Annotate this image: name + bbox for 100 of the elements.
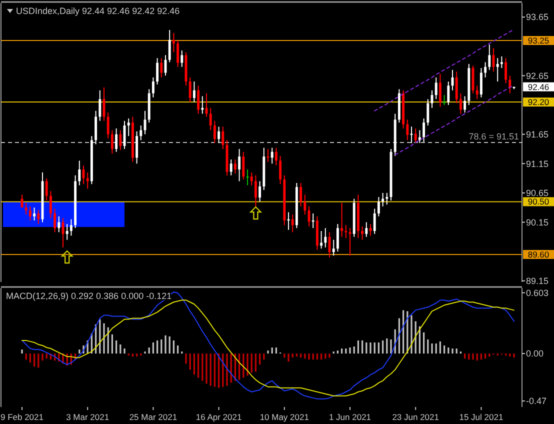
candlestick <box>476 85 478 100</box>
candlestick <box>414 128 417 144</box>
candlestick <box>279 155 282 185</box>
candlestick <box>70 218 72 236</box>
candlestick <box>140 125 142 141</box>
x-tick-label: 25 Mar 2021 <box>129 412 178 422</box>
candlestick <box>274 147 278 166</box>
candlestick <box>192 81 196 103</box>
candlestick <box>254 174 257 207</box>
candlestick <box>242 151 245 180</box>
candlestick <box>238 148 241 182</box>
candlestick <box>484 62 487 78</box>
y-tick-label: 0.603 <box>526 288 549 298</box>
candlestick <box>504 58 508 84</box>
y-tick-label: 92.65 <box>526 70 549 81</box>
candlestick <box>127 118 130 137</box>
x-tick-label: 3 Mar 2021 <box>66 412 110 422</box>
candlestick <box>45 178 48 202</box>
candlestick <box>438 73 442 108</box>
candlestick <box>304 194 306 216</box>
candlestick <box>24 202 28 216</box>
ref-line-label: 78.6 = 91.51 <box>468 132 519 142</box>
candlestick <box>488 44 491 70</box>
candlestick <box>300 182 302 207</box>
candlestick <box>209 107 212 131</box>
candlestick <box>426 98 430 126</box>
candlestick <box>320 230 323 250</box>
candlestick <box>480 68 482 98</box>
candlestick <box>422 118 426 142</box>
candlestick <box>434 76 438 100</box>
candlestick <box>152 76 154 98</box>
x-tick-label: 16 Apr 2021 <box>196 412 242 422</box>
y-tick-label: 91.65 <box>526 129 549 140</box>
candlestick <box>218 126 220 144</box>
candlestick <box>156 58 159 85</box>
y-tick-label: -0.47 <box>526 396 547 406</box>
candlestick <box>464 96 466 114</box>
candlestick <box>365 222 368 238</box>
text: 92.46 <box>528 82 550 92</box>
candlestick <box>459 92 462 114</box>
line-series <box>374 28 514 112</box>
x-tick-label: 9 Feb 2021 <box>0 412 44 422</box>
candlestick <box>136 130 138 164</box>
candlestick <box>373 208 376 234</box>
candlestick <box>455 71 458 104</box>
candlestick <box>78 160 81 186</box>
y-tick-label: 0.00 <box>526 348 544 359</box>
candlestick <box>340 202 344 238</box>
candlestick <box>410 126 413 144</box>
candlestick <box>377 196 380 217</box>
candlestick <box>168 29 171 63</box>
candlestick <box>213 120 216 144</box>
candlestick <box>37 209 40 224</box>
candlestick <box>160 58 163 78</box>
candlestick <box>180 50 184 68</box>
candlestick <box>500 56 503 69</box>
candlestick <box>58 216 60 233</box>
candlestick <box>188 76 192 103</box>
candlestick <box>94 110 98 145</box>
candlestick <box>447 81 450 106</box>
candlestick <box>222 126 224 150</box>
y-tick-label: 93.65 <box>526 12 549 22</box>
x-tick-label: 10 May 2021 <box>260 412 310 422</box>
x-tick-label: 15 Jul 2021 <box>459 412 504 422</box>
chart-title: USDIndex,Daily 92.44 92.46 92.42 92.46 <box>16 6 180 16</box>
ref-line-label: 90.50 <box>528 196 550 207</box>
x-tick-label: 1 Jun 2021 <box>328 412 372 422</box>
candlestick <box>336 223 339 252</box>
candlestick <box>406 119 409 141</box>
candlestick <box>66 223 68 240</box>
candlestick <box>418 130 421 144</box>
candlestick <box>106 112 110 139</box>
candlestick <box>33 207 36 221</box>
candlestick <box>197 85 200 114</box>
candlestick <box>110 130 114 154</box>
ref-line-label: 92.20 <box>528 97 550 108</box>
candlestick <box>49 190 52 219</box>
candlestick <box>386 192 388 206</box>
candlestick <box>291 214 294 233</box>
ref-line-label: 93.25 <box>528 35 550 46</box>
candlestick <box>270 147 274 164</box>
x-tick-label: 23 Jun 2021 <box>392 412 440 422</box>
candlestick <box>28 206 32 221</box>
candlestick <box>250 172 253 186</box>
y-tick-label: 89.15 <box>526 276 549 286</box>
candlestick <box>496 58 499 82</box>
candlestick <box>172 32 175 53</box>
candlestick <box>443 94 446 106</box>
candlestick <box>115 128 118 152</box>
y-tick-label: 90.15 <box>526 217 549 228</box>
candlestick <box>361 226 364 240</box>
candlestick <box>332 239 335 256</box>
candlestick <box>98 90 102 122</box>
candlestick <box>230 159 232 176</box>
candlestick <box>234 159 236 174</box>
candlestick <box>324 228 327 248</box>
candlestick <box>348 228 352 256</box>
y-tick-label: 90.65 <box>526 188 549 198</box>
candlestick <box>54 208 56 233</box>
candlestick <box>176 40 180 68</box>
